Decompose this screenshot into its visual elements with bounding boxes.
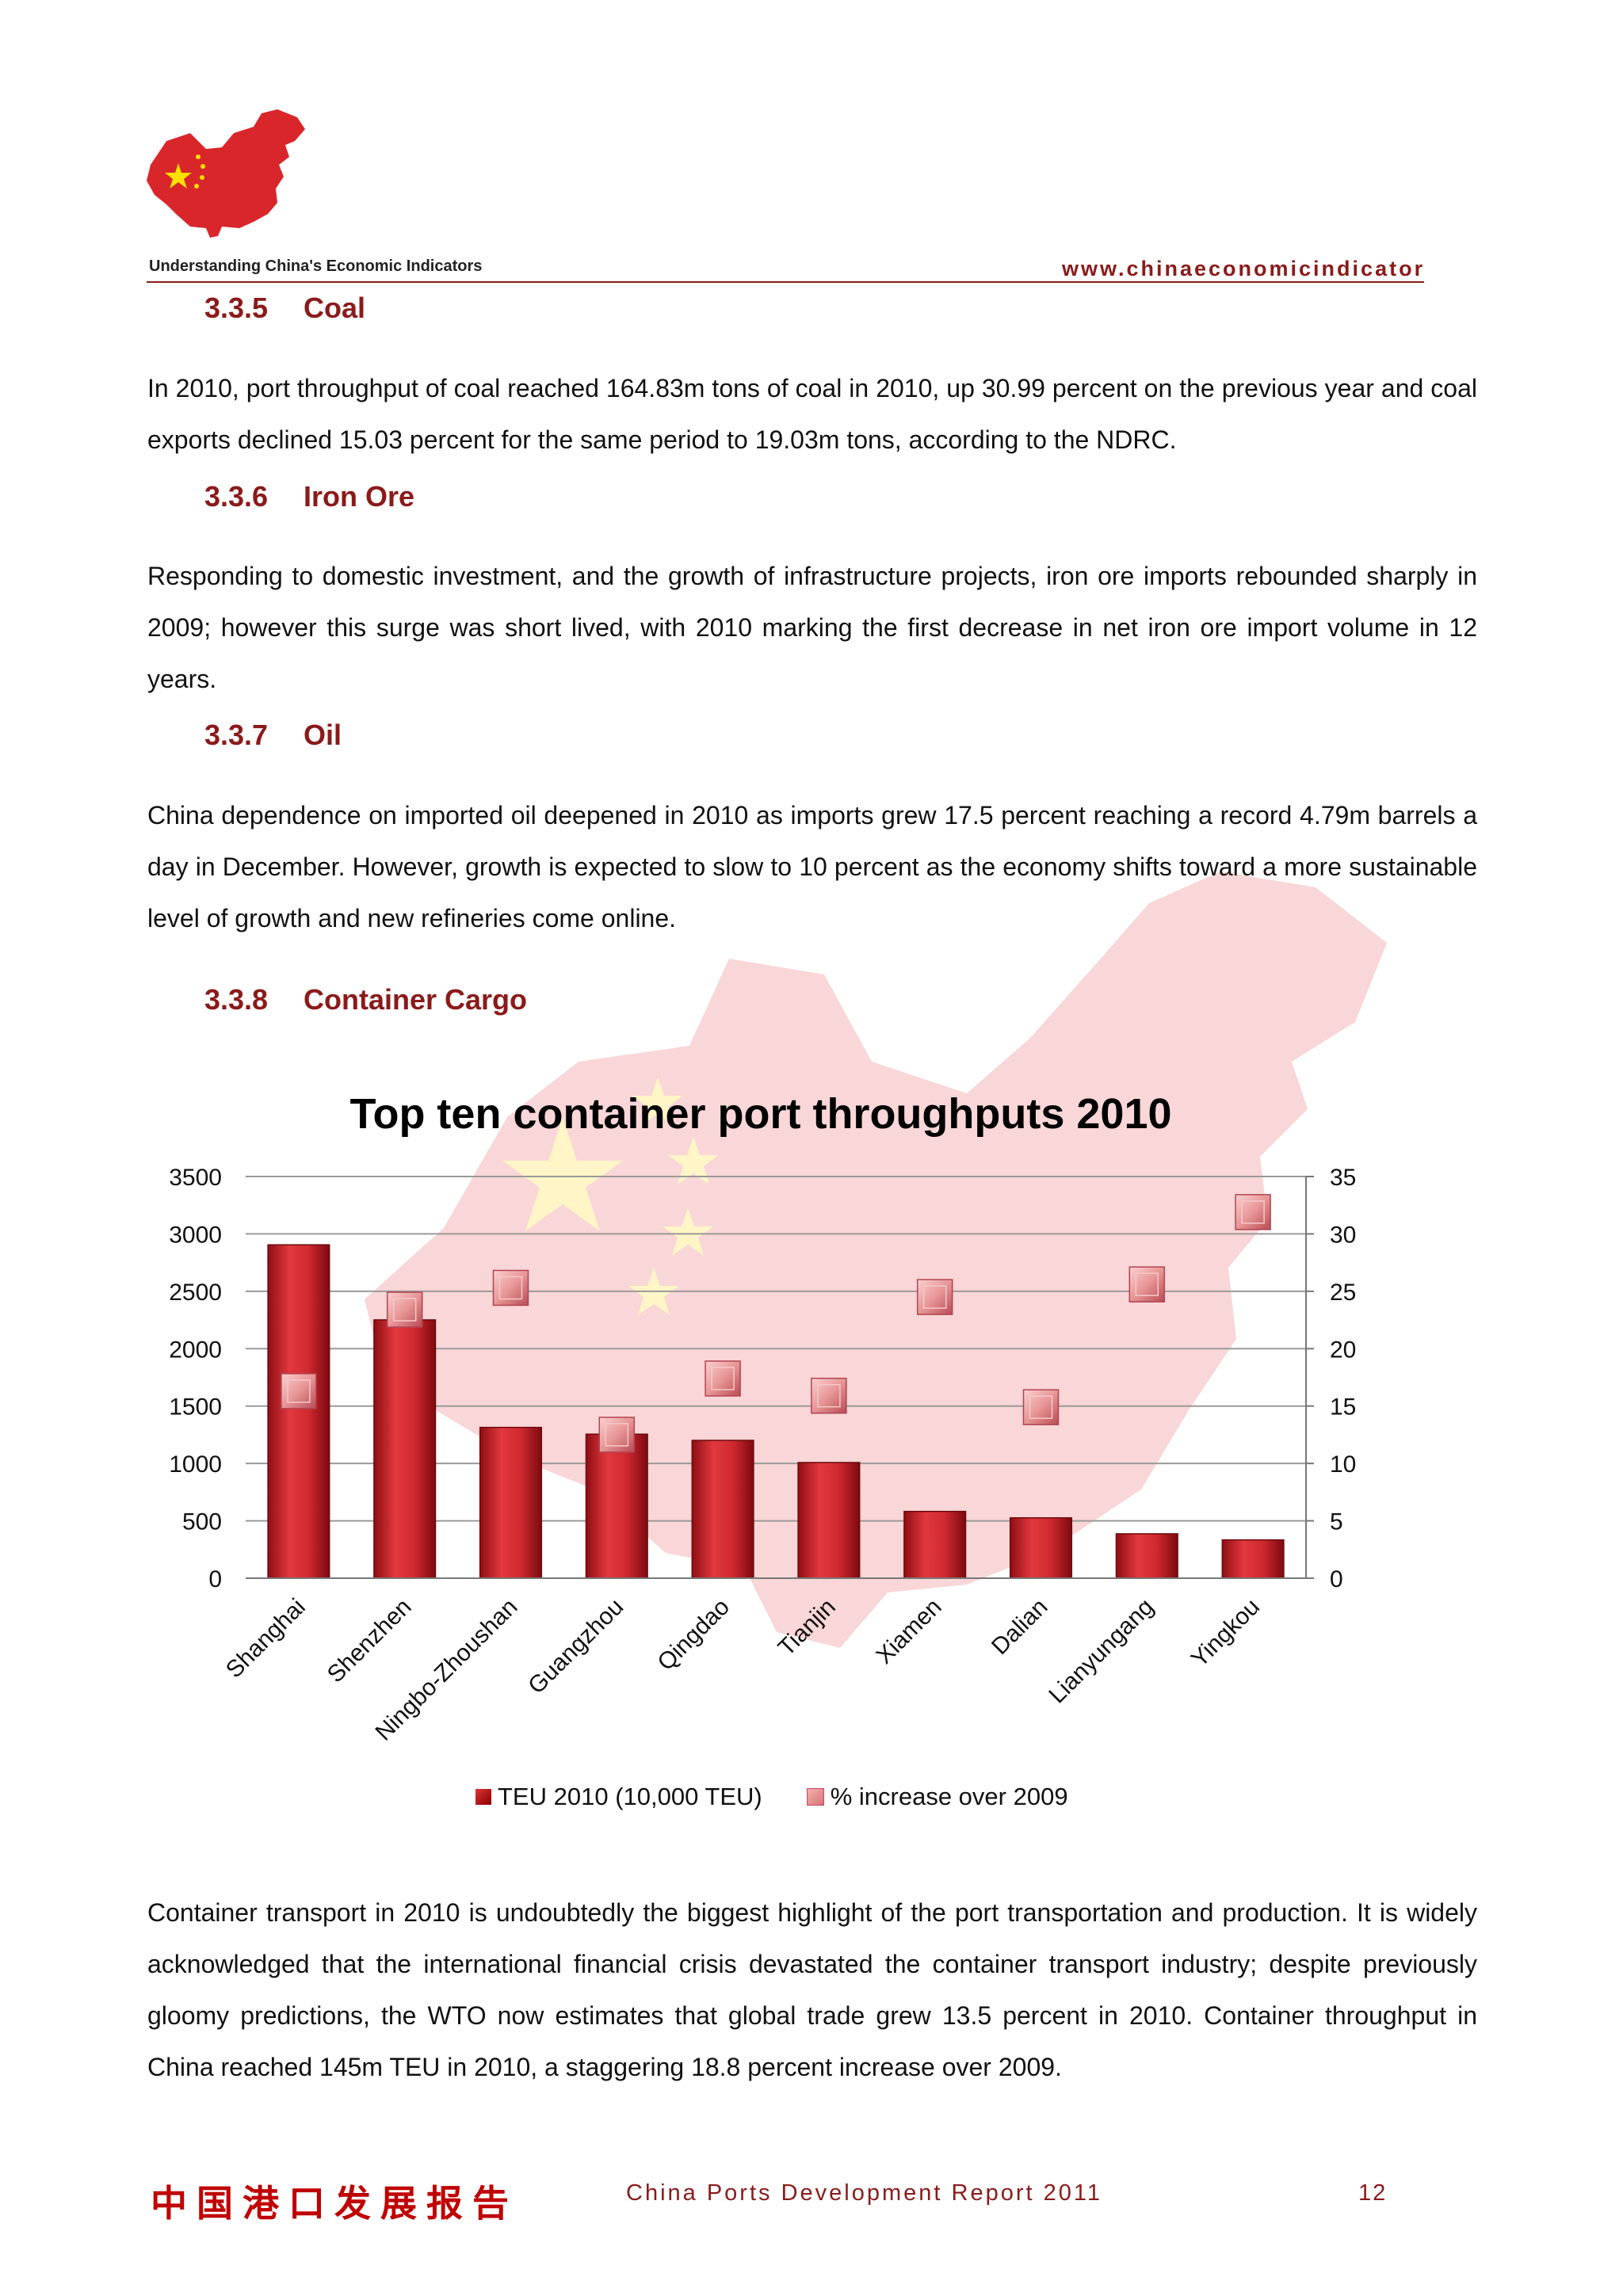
y-left-tick-label: 3500 [169, 1165, 222, 1191]
x-category-label: Qingdao [653, 1594, 735, 1676]
bar-teu-tianjin [797, 1462, 861, 1579]
y-left-tick-label: 1000 [169, 1451, 222, 1478]
y-right-tick-label: 30 [1330, 1222, 1356, 1248]
section-number: 3.3.5 [204, 292, 269, 324]
y-right-tick-label: 15 [1330, 1394, 1356, 1421]
y-right-tick-label: 25 [1330, 1280, 1356, 1306]
y-right-tick-label: 10 [1330, 1451, 1356, 1478]
header-divider [147, 281, 1424, 283]
legend-label-teu: TEU 2010 (10,000 TEU) [498, 1783, 762, 1810]
paragraph-iron-ore: Responding to domestic investment, and t… [147, 562, 1477, 693]
x-category-label: Tianjin [773, 1594, 841, 1661]
legend-item-teu: TEU 2010 (10,000 TEU) [475, 1783, 762, 1811]
marker-bevel [392, 1298, 417, 1322]
section-number: 3.3.6 [204, 480, 269, 513]
marker-square [1022, 1389, 1060, 1425]
section-number: 3.3.7 [204, 719, 269, 751]
y-left-tick-label: 2000 [169, 1337, 222, 1363]
x-category-label: Shanghai [221, 1594, 311, 1684]
legend-swatch-teu [475, 1789, 491, 1805]
marker-square [598, 1417, 636, 1453]
x-category-label: Dalian [987, 1594, 1052, 1660]
marker-pct-ningbo-zhoushan [492, 1269, 529, 1306]
marker-bevel [287, 1379, 311, 1403]
marker-bevel [1135, 1272, 1159, 1296]
bar-teu-shanghai [267, 1244, 330, 1579]
bar-teu-xiamen [903, 1510, 967, 1579]
container-port-chart: 0 500 1000 1500 2000 2500 3000 3500 0 5 10 15 20 25 30… [169, 1165, 1356, 1746]
x-category-label: Lianyungang [1044, 1594, 1159, 1709]
x-category-label: Guangzhou [523, 1594, 628, 1699]
marker-bevel [817, 1383, 841, 1408]
heading-iron-ore: 3.3.6 Iron Ore [204, 480, 414, 513]
marker-pct-shenzhen [386, 1291, 423, 1328]
y-left-tick-label: 500 [182, 1509, 222, 1535]
y-right-tick-label: 35 [1330, 1165, 1356, 1191]
section-title: Container Cargo [304, 983, 528, 1016]
marker-square [705, 1360, 741, 1397]
legend-item-pct: % increase over 2009 [806, 1783, 1068, 1811]
marker-pct-tianjin [811, 1377, 847, 1414]
marker-pct-lianyungang [1128, 1266, 1166, 1302]
marker-pct-dalian [1022, 1389, 1060, 1425]
marker-bevel [1029, 1395, 1053, 1419]
section-title: Coal [304, 292, 366, 324]
marker-bevel [711, 1367, 735, 1390]
section-title: Iron Ore [304, 480, 415, 513]
marker-pct-qingdao [705, 1360, 741, 1397]
marker-pct-xiamen [916, 1279, 953, 1315]
bar-teu-shenzhen [373, 1319, 437, 1579]
chart-legend: TEU 2010 (10,000 TEU) % increase over 20… [475, 1783, 1113, 1811]
y-right-tick-label: 0 [1330, 1566, 1343, 1592]
marker-square [281, 1373, 317, 1409]
marker-square [916, 1279, 953, 1315]
y-left-tick-label: 2500 [169, 1280, 222, 1306]
chart-title: Top ten container port throughputs 2010 [349, 1090, 1172, 1138]
marker-pct-guangzhou [598, 1417, 636, 1453]
marker-pct-yingkou [1235, 1194, 1271, 1230]
x-category-label: Shenzhen [323, 1594, 417, 1688]
marker-square [1235, 1194, 1271, 1230]
bar-teu-ningbo-zhoushan [479, 1426, 543, 1579]
china-map-logo [147, 109, 305, 238]
footer-report-title: China Ports Development Report 2011 [626, 2180, 1102, 2206]
site-url-link[interactable]: www.chinaeconomicindicator [1062, 257, 1426, 280]
y-left-tick-label: 1500 [169, 1394, 222, 1421]
marker-pct-shanghai [281, 1373, 317, 1409]
paragraph-oil: China dependence on imported oil deepene… [147, 801, 1477, 933]
legend-label-pct: % increase over 2009 [830, 1783, 1068, 1810]
x-category-label: Xiamen [871, 1594, 946, 1669]
marker-square [811, 1377, 847, 1414]
x-category-label: Yingkou [1186, 1594, 1265, 1672]
paragraph-coal: In 2010, port throughput of coal reached… [147, 374, 1477, 454]
tagline: Understanding China's Economic Indicator… [149, 257, 483, 275]
bar-teu-guangzhou [585, 1433, 648, 1579]
bar-teu-lianyungang [1115, 1533, 1178, 1579]
bar-teu-dalian [1009, 1517, 1073, 1579]
y-right-tick-label: 20 [1330, 1337, 1356, 1363]
footer-chinese-title: 中国港口发展报告 [151, 2182, 518, 2225]
paragraph-container-cargo: Container transport in 2010 is undoubted… [147, 1898, 1477, 2081]
y-right-tick-label: 5 [1330, 1509, 1343, 1535]
y-left-tick-label: 3000 [169, 1222, 222, 1248]
page-number: 12 [1358, 2180, 1388, 2206]
y-left-tick-label: 0 [208, 1566, 222, 1592]
marker-bevel [498, 1276, 523, 1300]
heading-coal: 3.3.5 Coal [204, 292, 365, 325]
heading-oil: 3.3.7 Oil [204, 719, 342, 752]
marker-bevel [605, 1423, 629, 1447]
marker-square [1128, 1266, 1166, 1302]
marker-bevel [1241, 1200, 1265, 1224]
section-title: Oil [304, 719, 342, 751]
heading-container-cargo: 3.3.8 Container Cargo [204, 983, 527, 1016]
bar-teu-qingdao [691, 1440, 754, 1579]
section-number: 3.3.8 [204, 983, 269, 1016]
legend-swatch-pct [806, 1788, 824, 1806]
marker-square [492, 1269, 529, 1306]
marker-bevel [922, 1285, 947, 1309]
bar-teu-yingkou [1221, 1539, 1285, 1579]
marker-square [386, 1291, 423, 1328]
